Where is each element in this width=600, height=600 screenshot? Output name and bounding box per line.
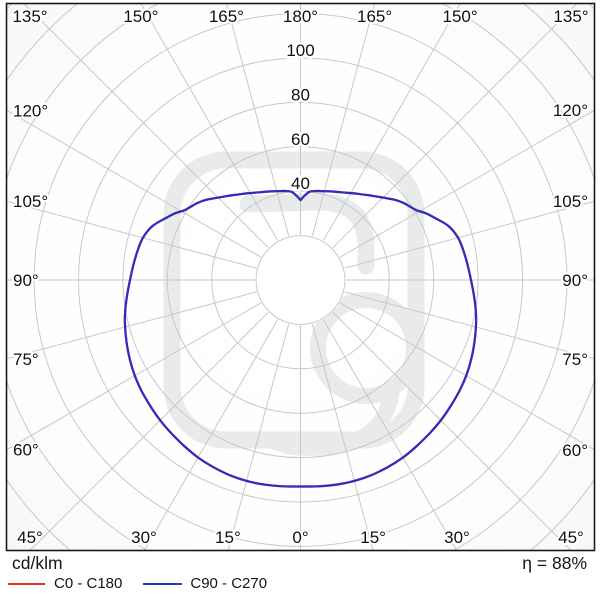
efficiency-label: η = 88%	[522, 553, 587, 573]
angle-label-180deg-c: 180°	[283, 7, 318, 26]
angle-label-105deg-l: 105°	[13, 192, 48, 211]
angle-label-90deg-r: 90°	[562, 271, 588, 290]
c0-c180-line-icon	[8, 582, 45, 586]
angle-labels: 135° 150° 165° 180° 165° 150° 135° 120° 105° 90° 7…	[10, 5, 590, 549]
angle-label-165deg-r: 165°	[357, 7, 392, 26]
radial-tick-labels: 40 60 80 100	[284, 39, 317, 196]
polar-grid	[6, 3, 595, 551]
radial-tick-60: 60	[291, 130, 310, 149]
unit-label: cd/klm	[12, 553, 63, 573]
angle-label-135deg-r: 135°	[553, 7, 588, 26]
intensity-curves	[123, 189, 478, 488]
angle-label-30deg-r: 30°	[444, 528, 470, 547]
curve-c90-c270	[123, 189, 478, 488]
angle-label-150deg-r: 150°	[443, 7, 478, 26]
angle-label-15deg-l: 15°	[215, 528, 241, 547]
angle-label-60deg-l: 60°	[13, 441, 39, 460]
plot-border	[5, 2, 596, 552]
angle-label-135deg-l: 135°	[12, 7, 47, 26]
angle-label-75deg-r: 75°	[562, 350, 588, 369]
c90-c270-label: C90 - C270	[190, 575, 268, 592]
c90-c270-line-icon	[143, 582, 183, 586]
angle-label-150deg-l: 150°	[123, 7, 158, 26]
radial-tick-80: 80	[291, 85, 310, 104]
angle-label-45deg-l: 45°	[17, 528, 43, 547]
angle-label-90deg-l: 90°	[13, 271, 39, 290]
angle-label-75deg-l: 75°	[13, 350, 39, 369]
angle-label-165deg-l: 165°	[209, 7, 244, 26]
angle-label-60deg-r: 60°	[562, 441, 588, 460]
angle-label-45deg-r: 45°	[558, 528, 584, 547]
radial-tick-40: 40	[291, 174, 310, 193]
angle-label-120deg-r: 120°	[553, 101, 588, 120]
angle-label-0deg-c: 0°	[292, 528, 308, 547]
polar-chart: 40 60 80 100 135° 150° 165° 180° 165° 150° 135° 120…	[5, 2, 596, 552]
angle-label-30deg-l: 30°	[131, 528, 157, 547]
legend-row-2: C0 - C180 C90 - C270	[8, 576, 267, 592]
legend-row-1: cd/klm η = 88%	[12, 554, 587, 573]
radial-tick-100: 100	[286, 41, 314, 60]
c0-c180-label: C0 - C180	[54, 575, 123, 592]
angle-label-120deg-l: 120°	[13, 101, 48, 120]
angle-label-105deg-r: 105°	[553, 192, 588, 211]
angle-label-15deg-r: 15°	[360, 528, 386, 547]
